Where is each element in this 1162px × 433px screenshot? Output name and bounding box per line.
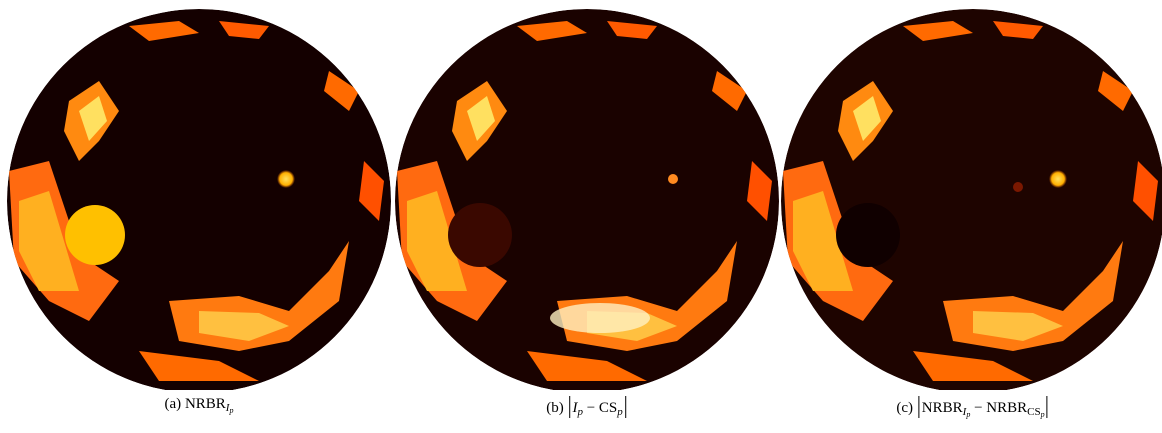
caption-a: (a) NRBRIp — [165, 396, 234, 415]
caption-text: NRBR — [185, 396, 226, 412]
caption-subsub: p — [966, 410, 970, 419]
image-c — [781, 9, 1162, 390]
caption-label: (a) — [165, 396, 182, 412]
caption-b: (b) Ip − CSp — [546, 396, 628, 418]
caption-c: (c) NRBRIp − NRBRCSp — [896, 396, 1049, 419]
caption-text: CS — [599, 400, 617, 416]
image-b — [395, 9, 779, 390]
caption-sub: CS — [1027, 406, 1040, 418]
caption-subsub: p — [1041, 410, 1045, 419]
caption-sub: p — [577, 406, 583, 418]
caption-subsub: p — [229, 406, 233, 415]
page: (a) NRBRIp (b) Ip − CSp (c) NRBRIp − NRB… — [0, 0, 1162, 433]
image-a — [7, 9, 391, 390]
caption-sub: p — [617, 406, 623, 418]
caption-text: NRBR — [986, 400, 1027, 416]
caption-label: (c) — [896, 400, 913, 416]
caption-op: − — [974, 400, 982, 416]
caption-op: − — [587, 400, 595, 416]
caption-text: NRBR — [922, 400, 963, 416]
caption-label: (b) — [546, 400, 564, 416]
figure — [0, 0, 1162, 390]
